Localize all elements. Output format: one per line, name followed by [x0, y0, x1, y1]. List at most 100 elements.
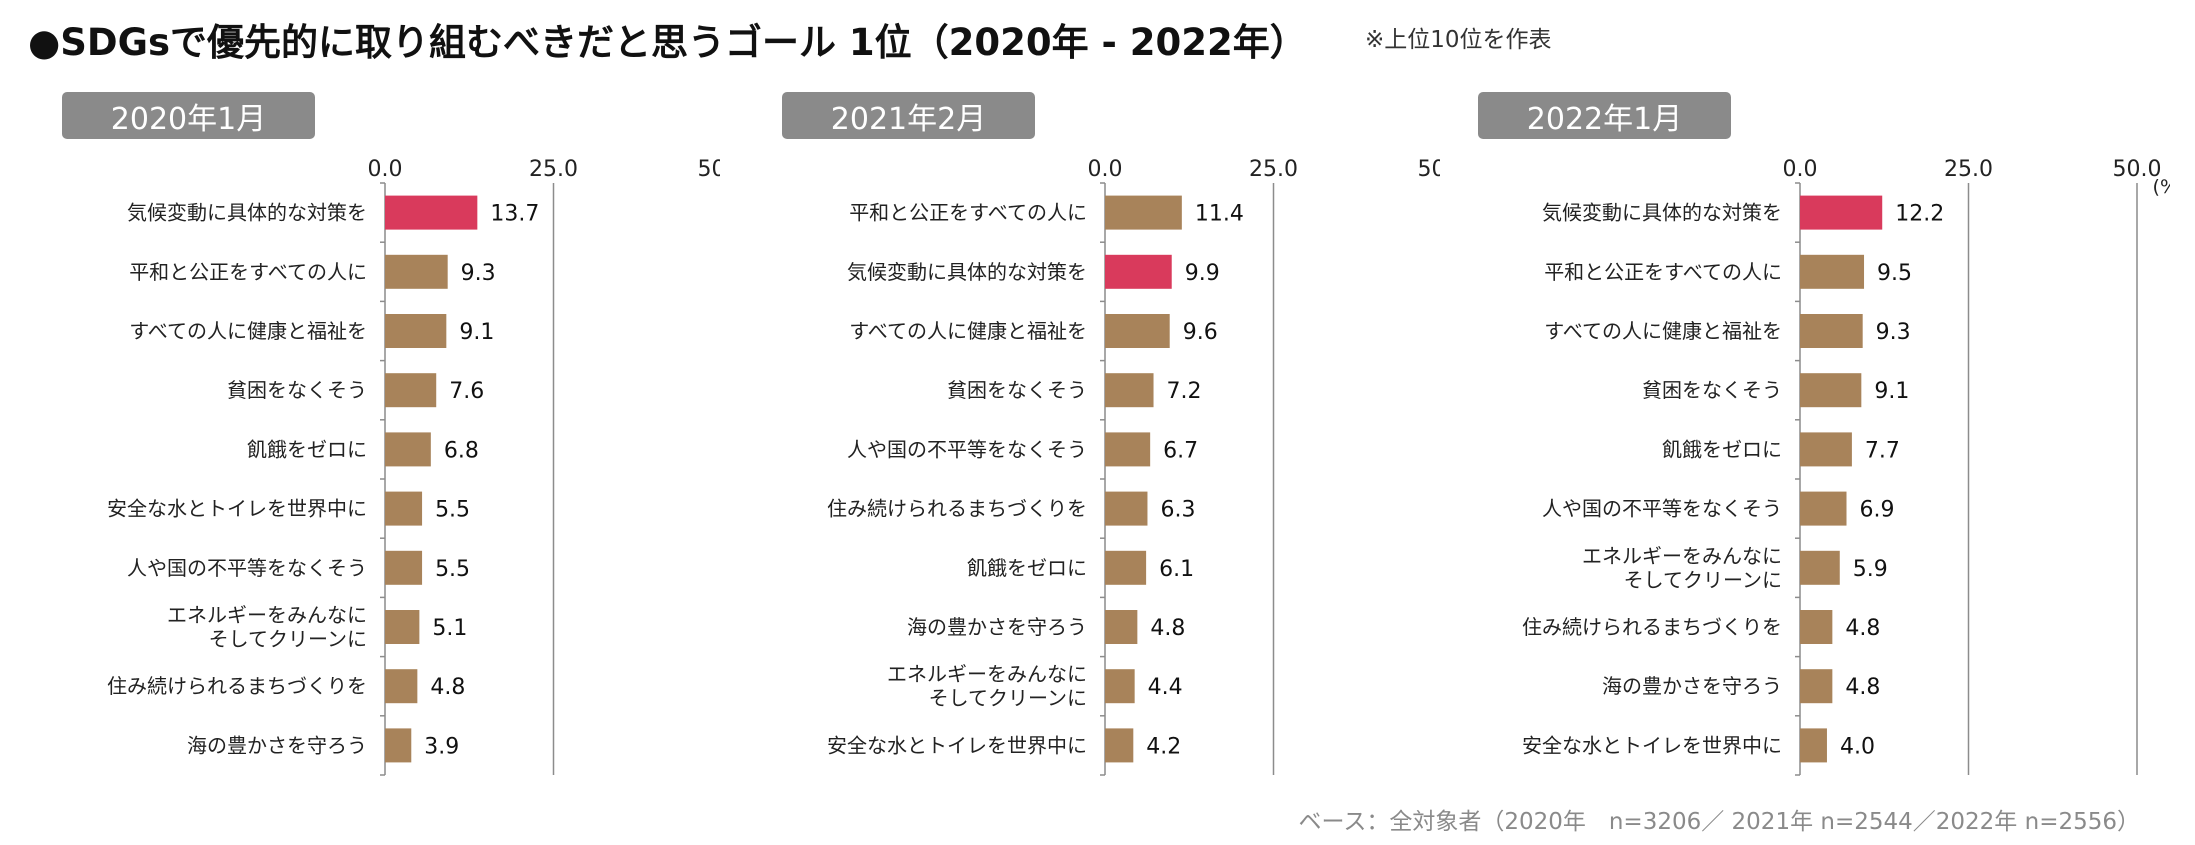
x-tick-label: 25.0 [1249, 157, 1298, 182]
bar [1800, 432, 1852, 467]
bar [1105, 254, 1172, 289]
bar [1800, 550, 1840, 585]
category-label-line: 飢餓をゼロに [967, 556, 1087, 580]
category-label-line: 住み続けられるまちづくりを [1522, 615, 1782, 639]
data-label: 5.5 [435, 498, 470, 523]
bar-chart-2022: 0.0 25.0 50.0(%) 12.2 気候変動に具体的な対策を 9.5 平和と公正をす… [1522, 157, 2170, 776]
data-label: 11.4 [1195, 202, 1244, 227]
category-label: すべての人に健康と福祉を [1544, 319, 1782, 343]
data-label: 4.0 [1840, 734, 1875, 759]
category-label-line: エネルギーをみんなに [1582, 544, 1782, 568]
data-label: 6.1 [1159, 557, 1194, 582]
category-label-line: エネルギーをみんなに [167, 603, 367, 627]
category-label: 飢餓をゼロに [247, 437, 367, 461]
data-label: 5.1 [432, 616, 467, 641]
category-label: 安全な水とトイレを世界中に [107, 497, 367, 521]
bar [385, 254, 448, 289]
x-tick-label: 25.0 [529, 157, 578, 182]
category-label: 住み続けられるまちづくりを [827, 497, 1087, 521]
category-label-line: 住み続けられるまちづくりを [107, 674, 367, 698]
bar [385, 195, 478, 230]
category-label-line: そしてクリーンに [1624, 568, 1782, 592]
data-label: 6.8 [444, 438, 479, 463]
x-tick-label: 0.0 [1088, 157, 1123, 182]
bar [1800, 669, 1833, 704]
data-label: 7.7 [1865, 438, 1900, 463]
data-label: 4.2 [1146, 734, 1181, 759]
category-label-line: 気候変動に具体的な対策を [847, 260, 1087, 284]
bar-chart-2021: 0.025.050.0(%)11.4平和と公正をすべての人に9.9気候変動に具体… [827, 157, 1440, 776]
bar [1105, 314, 1170, 348]
category-label-line: エネルギーをみんなに [887, 662, 1087, 686]
category-label-line: 飢餓をゼロに [247, 437, 367, 461]
bar [385, 491, 423, 526]
category-label-line: 安全な水とトイレを世界中に [1522, 733, 1782, 757]
data-label: 9.3 [461, 261, 496, 286]
category-label-line: 安全な水とトイレを世界中に [827, 733, 1087, 757]
data-label: 5.5 [435, 557, 470, 582]
category-label-line: そしてクリーンに [929, 686, 1087, 710]
category-label-line: 海の豊かさを守ろう [187, 733, 367, 757]
panel-title-2022: 2022年1月 [1478, 92, 1731, 139]
bar [385, 373, 437, 408]
bar [1105, 669, 1135, 704]
category-label-line: 平和と公正をすべての人に [849, 201, 1087, 225]
data-label: 9.3 [1876, 320, 1911, 345]
data-label: 6.7 [1163, 438, 1198, 463]
data-label: 9.9 [1185, 261, 1220, 286]
x-tick-label: 50.0 [1418, 157, 1440, 182]
bar [1800, 195, 1883, 230]
bar [1105, 550, 1147, 585]
category-label-line: 飢餓をゼロに [1662, 437, 1782, 461]
panel-title-2020: 2020年1月 [62, 92, 315, 139]
bar [1105, 728, 1134, 763]
bar [1800, 373, 1862, 408]
category-label: 気候変動に具体的な対策を [127, 201, 367, 225]
category-label: 気候変動に具体的な対策を [1542, 201, 1782, 225]
category-label-line: 人や国の不平等をなくそう [127, 556, 367, 580]
data-label: 4.8 [1150, 616, 1185, 641]
bar [1105, 195, 1182, 230]
category-label: 安全な水とトイレを世界中に [827, 733, 1087, 757]
category-label: エネルギーをみんなにそしてクリーンに [887, 662, 1087, 710]
category-label-line: 貧困をなくそう [947, 378, 1087, 402]
category-label: 海の豊かさを守ろう [907, 615, 1087, 639]
bar [385, 610, 420, 644]
bar [1800, 610, 1833, 644]
data-label: 13.7 [490, 202, 539, 227]
category-label: 飢餓をゼロに [967, 556, 1087, 580]
page-title: ●SDGsで優先的に取り組むべきだと思うゴール 1位（2020年 - 2022年… [28, 21, 1307, 64]
base-note: ベース：全対象者（2020年 n=3206／ 2021年 n=2544／2022… [1298, 809, 2140, 835]
category-label: 貧困をなくそう [1642, 378, 1782, 402]
category-label-line: 海の豊かさを守ろう [1602, 674, 1782, 698]
category-label: 住み続けられるまちづくりを [1522, 615, 1782, 639]
bar [385, 728, 412, 763]
category-label-line: 安全な水とトイレを世界中に [107, 497, 367, 521]
category-label: 貧困をなくそう [947, 378, 1087, 402]
category-label: 住み続けられるまちづくりを [107, 674, 367, 698]
data-label: 5.9 [1853, 557, 1888, 582]
unit-label: (%) [2153, 176, 2170, 198]
bar [1105, 491, 1148, 526]
x-tick-label: 50.0 [698, 157, 720, 182]
bar [1105, 432, 1151, 467]
bar [1800, 254, 1865, 289]
category-label-line: そしてクリーンに [209, 627, 367, 651]
x-tick-label: 25.0 [1944, 157, 1993, 182]
category-label-line: 気候変動に具体的な対策を [1542, 201, 1782, 225]
category-label-line: すべての人に健康と福祉を [849, 319, 1087, 343]
data-label: 4.8 [430, 675, 465, 700]
category-label-line: 海の豊かさを守ろう [907, 615, 1087, 639]
data-label: 4.8 [1845, 675, 1880, 700]
data-label: 7.2 [1167, 379, 1202, 404]
category-label: 平和と公正をすべての人に [1544, 260, 1782, 284]
data-label: 9.1 [1874, 379, 1909, 404]
bar-chart-2020: 0.025.050.0(%)13.7気候変動に具体的な対策を9.3平和と公正をす… [107, 157, 720, 776]
category-label-line: 平和と公正をすべての人に [1544, 260, 1782, 284]
bar [1800, 728, 1827, 763]
category-label: 飢餓をゼロに [1662, 437, 1782, 461]
category-label-line: 住み続けられるまちづくりを [827, 497, 1087, 521]
data-label: 6.9 [1860, 498, 1895, 523]
x-tick-label: 50.0 [2113, 157, 2162, 182]
category-label: エネルギーをみんなにそしてクリーンに [1582, 544, 1782, 592]
